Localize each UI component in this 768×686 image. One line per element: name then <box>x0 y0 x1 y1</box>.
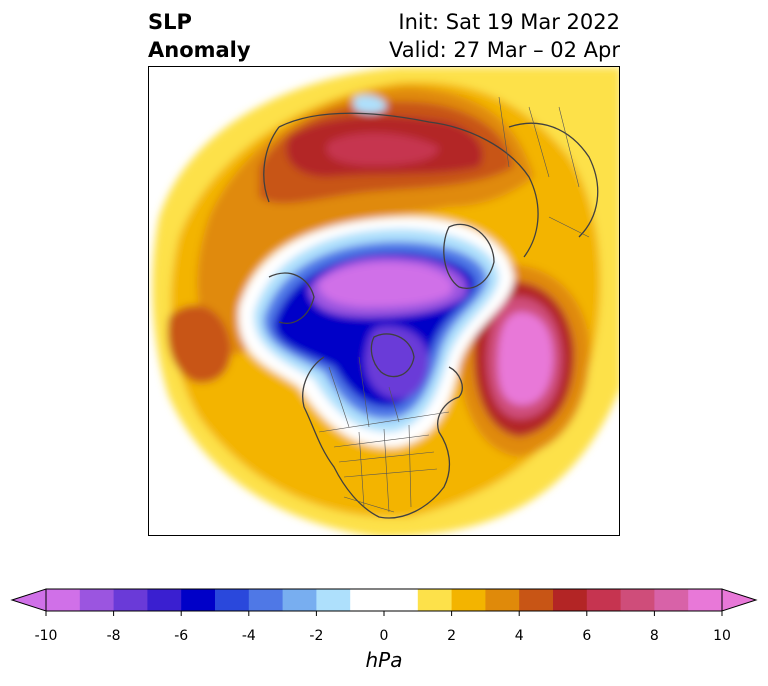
colorbar-cell <box>79 589 115 611</box>
colorbar-tick-label: -10 <box>34 628 58 644</box>
colorbar-cell <box>451 589 486 611</box>
europe-coast <box>508 122 599 238</box>
us-canada-border <box>318 411 450 433</box>
colorbar-cell <box>248 589 284 611</box>
colorbar-cell <box>620 589 655 611</box>
contour-arctic-neg <box>354 95 387 114</box>
colorbar-cell <box>316 589 351 611</box>
anomaly-fill <box>152 67 619 535</box>
colorbar-cell <box>147 589 182 611</box>
colorbar-tick-label: -8 <box>106 628 121 644</box>
colorbar-tick-label: 8 <box>649 628 659 644</box>
north-america-coast <box>302 356 463 519</box>
title-right: Init: Sat 19 Mar 2022 Valid: 27 Mar – 02… <box>389 8 620 64</box>
state-lines <box>333 424 438 513</box>
colorbar-cell <box>417 589 453 611</box>
colorbar-cell <box>485 589 520 611</box>
province-lines <box>328 356 400 428</box>
coastlines <box>263 112 599 519</box>
colorbar-unit-label: hPa <box>365 648 403 672</box>
colorbar-cell <box>215 589 250 611</box>
colorbar-tick-label: -4 <box>241 628 256 644</box>
contour-neg-7 <box>364 326 429 400</box>
contour-atl-4 <box>497 312 554 406</box>
us-mexico-border <box>343 496 395 513</box>
colorbar-tick-label: 6 <box>582 628 592 644</box>
anomaly-map <box>152 67 619 535</box>
colorbar-cell <box>282 589 317 611</box>
contour-pac-1 <box>167 305 231 383</box>
valid-period: Valid: 27 Mar – 02 Apr <box>389 38 620 62</box>
colorbar-tick-label: -6 <box>174 628 189 644</box>
colorbar-cell <box>384 589 419 611</box>
map-panel <box>148 66 620 536</box>
colorbar-cell <box>46 589 81 611</box>
colorbar-cell <box>113 589 148 611</box>
colorbar-cell <box>350 589 385 611</box>
colorbar-extend-max <box>721 588 758 612</box>
colorbar-cell <box>654 589 689 611</box>
eurasia-coast <box>263 112 539 258</box>
colorbar-cell <box>688 589 723 611</box>
colorbar-cell <box>519 589 554 611</box>
colorbar-tick-label: 0 <box>379 628 389 644</box>
colorbar-tick-label: 10 <box>713 628 731 644</box>
greenland-coast <box>443 223 495 289</box>
title-field-name: SLP <box>148 10 192 34</box>
eurasia-borders <box>498 96 590 238</box>
init-time: Init: Sat 19 Mar 2022 <box>398 10 620 34</box>
colorbar-extend-min <box>10 588 47 612</box>
colorbar <box>10 588 758 616</box>
contour-neg-6 <box>318 262 453 307</box>
colorbar-cells <box>46 589 723 611</box>
colorbar-cell <box>553 589 588 611</box>
title-field-type: Anomaly <box>148 38 251 62</box>
contour-pos-6 <box>326 132 439 166</box>
colorbar-tick-label: 4 <box>514 628 524 644</box>
colorbar-tick-label: -2 <box>309 628 324 644</box>
hudson-bay-coast <box>370 333 415 378</box>
colorbar-cell <box>586 589 622 611</box>
colorbar-cell <box>181 589 216 611</box>
alaska-coast <box>268 272 315 324</box>
colorbar-tick-label: 2 <box>447 628 457 644</box>
borders <box>318 96 590 513</box>
colorbar-ticks <box>45 611 723 616</box>
title-left: SLP Anomaly <box>148 8 251 64</box>
